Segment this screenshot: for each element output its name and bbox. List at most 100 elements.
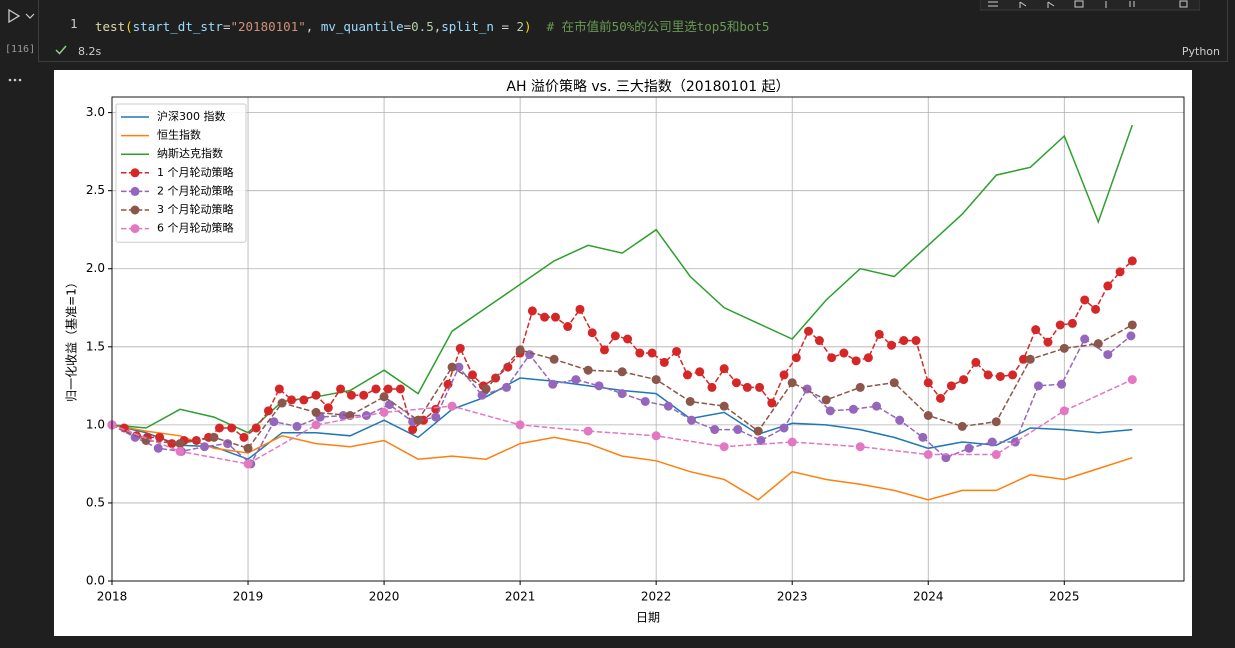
data-point (274, 384, 284, 394)
data-point (311, 420, 321, 430)
data-point (277, 398, 287, 408)
data-point (640, 396, 650, 406)
data-point (583, 426, 593, 436)
data-point (1103, 350, 1113, 360)
data-point (503, 362, 513, 372)
data-point (957, 421, 967, 431)
data-point (1126, 331, 1136, 341)
legend-label: 2 个月轮动策略 (157, 183, 234, 197)
data-point (311, 407, 321, 417)
data-point (292, 421, 302, 431)
data-point (1043, 337, 1053, 347)
data-point (825, 406, 835, 416)
data-point (719, 364, 729, 374)
data-point (695, 367, 705, 377)
data-point (821, 395, 831, 405)
data-point (1093, 339, 1103, 349)
series-line (111, 260, 1133, 445)
legend-label: 恒生指数 (157, 128, 201, 142)
y-tick-label: 2.0 (86, 261, 105, 275)
cell-toolbar (980, 0, 1200, 11)
data-point (346, 390, 356, 400)
data-point (941, 453, 951, 463)
data-point (153, 443, 163, 453)
legend-box (115, 103, 247, 243)
data-point (935, 393, 945, 403)
run-button[interactable] (8, 8, 21, 24)
data-point (1067, 318, 1077, 328)
data-point (742, 382, 752, 392)
data-point (682, 370, 692, 380)
data-point (175, 446, 185, 456)
code-token: test (95, 19, 126, 34)
data-point (540, 312, 550, 322)
data-point (1127, 375, 1137, 385)
legend-marker (130, 186, 140, 196)
data-point (839, 348, 849, 358)
data-point (413, 415, 423, 425)
series-line (111, 324, 1133, 450)
code-line: test(start_dt_str="20180101", mv_quantil… (95, 16, 769, 35)
data-point (617, 367, 627, 377)
data-point (379, 407, 389, 417)
data-point (685, 396, 695, 406)
data-point (911, 336, 921, 346)
execution-time: 8.2s (78, 45, 102, 58)
code-token: split_n (441, 19, 494, 34)
chart: AH 溢价策略 vs. 三大指数（20180101 起） 日期 归一化收益（基准… (54, 70, 1192, 636)
data-point (227, 423, 237, 433)
code-token: = (222, 19, 231, 34)
run-menu[interactable] (25, 13, 35, 19)
data-point (336, 384, 346, 394)
toolbar-icons[interactable] (988, 0, 1188, 8)
data-point (1031, 325, 1041, 335)
data-point (1103, 281, 1113, 291)
data-point (243, 459, 253, 469)
data-point (299, 395, 309, 405)
data-point (527, 306, 537, 316)
plot-frame (111, 96, 1185, 582)
data-point (647, 348, 657, 358)
code-token: = (493, 19, 517, 34)
code-cell[interactable] (38, 0, 1228, 62)
data-point (395, 384, 405, 394)
data-point (753, 426, 763, 436)
data-point (269, 417, 279, 427)
data-point (311, 390, 321, 400)
data-point (791, 353, 801, 363)
data-point (923, 378, 933, 388)
data-point (1091, 304, 1101, 314)
legend-label: 沪深300 指数 (157, 109, 226, 123)
data-point (443, 379, 453, 389)
data-point (991, 450, 1001, 460)
more-button[interactable] (8, 78, 22, 82)
data-point (239, 432, 249, 442)
x-tick-label: 2025 (1049, 590, 1080, 604)
data-point (431, 412, 441, 422)
data-point (804, 326, 814, 336)
data-point (481, 384, 491, 394)
data-point (672, 346, 682, 356)
kernel-language[interactable]: Python (1181, 45, 1220, 58)
data-point (175, 439, 185, 449)
data-point (371, 384, 381, 394)
code-token: ) (524, 19, 532, 34)
data-point (779, 370, 789, 380)
data-point (899, 336, 909, 346)
data-point (848, 404, 858, 414)
data-point (1080, 295, 1090, 305)
legend-label: 6 个月轮动策略 (157, 221, 234, 235)
data-point (719, 442, 729, 452)
series-line (111, 424, 1133, 501)
data-point (719, 401, 729, 411)
code-token: mv_quantile (320, 19, 404, 34)
data-point (651, 431, 661, 441)
y-tick-label: 1.0 (86, 417, 105, 431)
y-tick-label: 1.5 (86, 339, 105, 353)
data-point (617, 389, 627, 399)
x-axis-label: 日期 (636, 611, 660, 625)
data-point (515, 345, 525, 355)
data-point (502, 382, 512, 392)
data-point (575, 304, 585, 314)
